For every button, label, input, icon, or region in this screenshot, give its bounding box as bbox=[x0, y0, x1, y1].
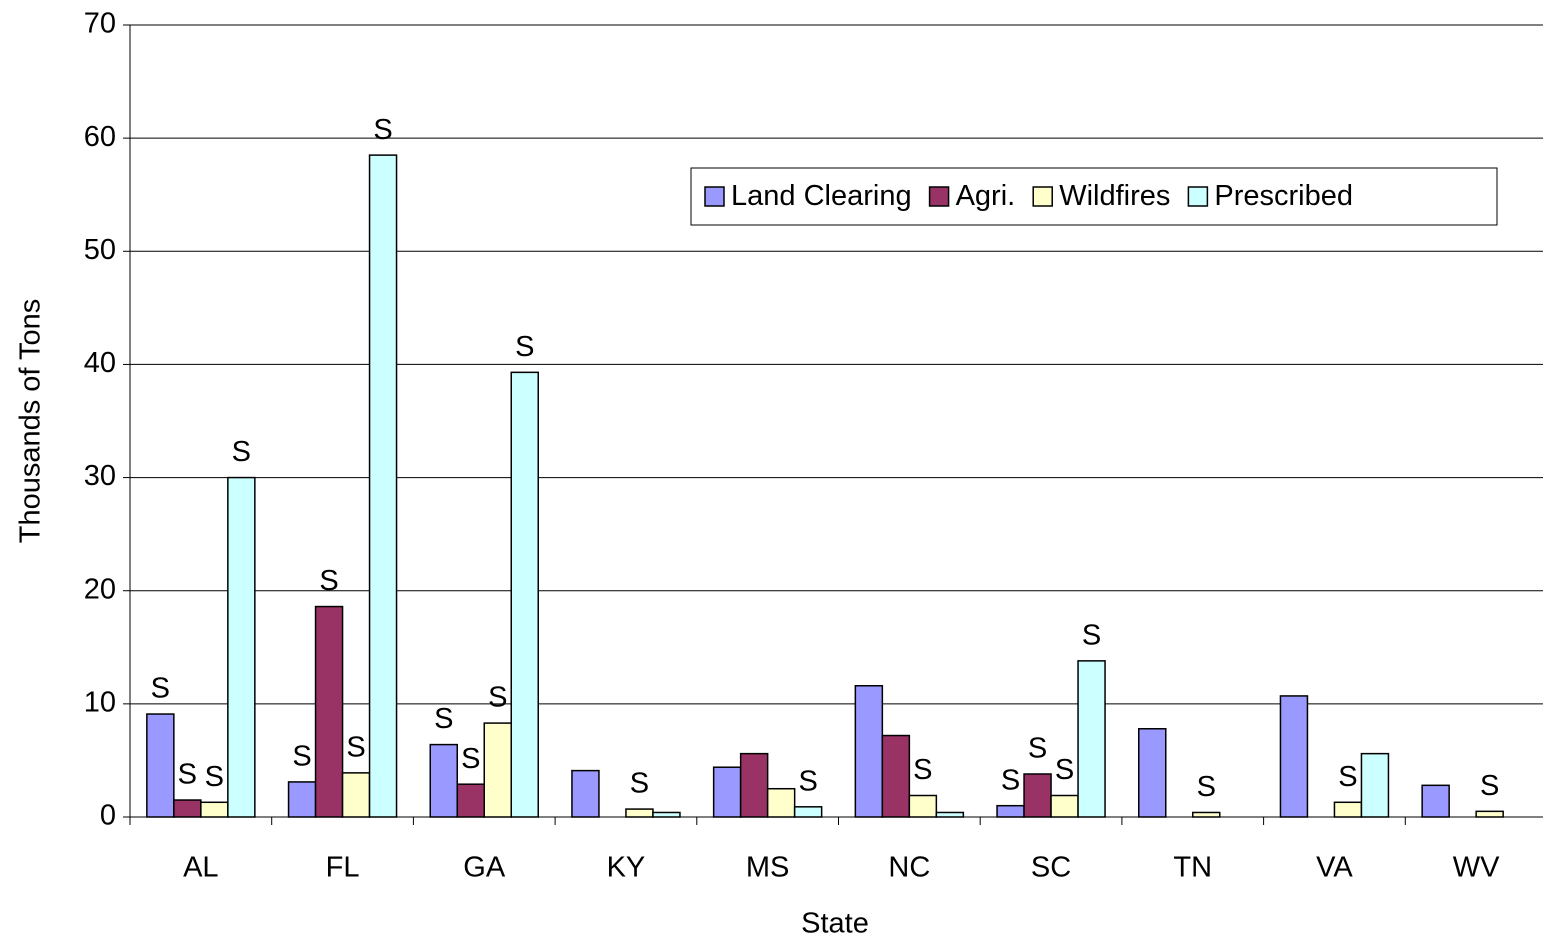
legend-swatch bbox=[1187, 186, 1209, 207]
x-tick-label: GA bbox=[463, 852, 506, 884]
bar bbox=[793, 806, 823, 818]
bar bbox=[483, 722, 512, 818]
x-tick-label: AL bbox=[183, 852, 218, 884]
data-label: S bbox=[488, 682, 507, 714]
bar bbox=[1050, 794, 1079, 818]
bar bbox=[652, 811, 681, 818]
x-tick-label: NC bbox=[888, 852, 930, 884]
bar bbox=[996, 804, 1025, 818]
legend-label: Prescribed bbox=[1214, 180, 1353, 212]
data-label: S bbox=[1055, 754, 1074, 786]
bar bbox=[510, 371, 539, 818]
bar bbox=[200, 801, 229, 818]
data-label: S bbox=[630, 768, 649, 800]
bar bbox=[227, 476, 256, 818]
x-tick-label: TN bbox=[1173, 852, 1212, 884]
data-label: S bbox=[178, 759, 197, 791]
bar bbox=[908, 794, 938, 818]
legend-swatch bbox=[1032, 186, 1053, 207]
data-label: S bbox=[1197, 771, 1216, 803]
bar bbox=[173, 799, 202, 818]
bar bbox=[1333, 801, 1363, 818]
data-label: S bbox=[151, 673, 170, 705]
data-label: S bbox=[373, 114, 392, 146]
y-tick-label: 20 bbox=[84, 573, 116, 605]
data-label: S bbox=[205, 761, 224, 793]
bar bbox=[456, 783, 485, 818]
bar bbox=[1360, 752, 1390, 818]
bar bbox=[1138, 727, 1167, 818]
bar bbox=[1421, 784, 1450, 818]
data-label: S bbox=[232, 436, 251, 468]
data-label: S bbox=[1028, 733, 1047, 765]
x-tick-label: VA bbox=[1316, 852, 1353, 884]
legend-label: Land Clearing bbox=[731, 180, 912, 212]
bar bbox=[881, 734, 911, 818]
data-label: S bbox=[319, 565, 338, 597]
y-tick-label: 50 bbox=[84, 234, 116, 266]
data-label: S bbox=[346, 732, 365, 764]
legend-swatch bbox=[928, 186, 950, 207]
data-label: S bbox=[515, 331, 534, 363]
x-tick-label: FL bbox=[326, 852, 360, 884]
y-tick-label: 30 bbox=[84, 460, 116, 492]
y-tick-label: 10 bbox=[84, 687, 116, 719]
bar bbox=[712, 766, 742, 818]
x-tick-label: WV bbox=[1453, 852, 1500, 884]
legend-box bbox=[690, 167, 1498, 226]
data-label: S bbox=[913, 754, 932, 786]
legend-label: Agri. bbox=[956, 180, 1016, 212]
data-label: S bbox=[1001, 764, 1020, 796]
y-tick-label: 70 bbox=[84, 8, 116, 40]
bar bbox=[146, 713, 175, 818]
x-tick-label: SC bbox=[1031, 852, 1071, 884]
bar bbox=[935, 811, 965, 818]
bar bbox=[739, 752, 769, 818]
x-axis-title: State bbox=[801, 908, 869, 940]
y-tick-label: 60 bbox=[84, 121, 116, 153]
bar bbox=[625, 808, 654, 818]
bar bbox=[429, 743, 458, 818]
data-label: S bbox=[1338, 761, 1357, 793]
bar bbox=[287, 781, 317, 818]
y-axis-title: Thousands of Tons bbox=[15, 299, 47, 544]
bar bbox=[571, 769, 600, 818]
legend: Land Clearing Agri. Wildfires Prescribed bbox=[690, 167, 1498, 226]
bar bbox=[1077, 660, 1106, 818]
data-label: S bbox=[1082, 620, 1101, 652]
legend-label: Wildfires bbox=[1059, 180, 1170, 212]
bar bbox=[1192, 811, 1221, 818]
legend-swatch bbox=[704, 186, 725, 207]
bar bbox=[314, 605, 344, 818]
x-tick-label: MS bbox=[746, 852, 790, 884]
bar bbox=[1023, 773, 1052, 818]
bar bbox=[341, 772, 371, 818]
data-label: S bbox=[1480, 770, 1499, 802]
data-label: S bbox=[292, 741, 311, 773]
bar bbox=[368, 154, 398, 818]
bar bbox=[854, 685, 884, 818]
data-label: S bbox=[461, 743, 480, 775]
bar bbox=[766, 787, 796, 818]
bar bbox=[1475, 810, 1504, 818]
y-tick-label: 0 bbox=[100, 800, 116, 832]
bar bbox=[1279, 695, 1309, 818]
data-label: S bbox=[798, 765, 817, 797]
x-tick-label: KY bbox=[607, 852, 646, 884]
data-label: S bbox=[434, 703, 453, 735]
y-tick-label: 40 bbox=[84, 347, 116, 379]
